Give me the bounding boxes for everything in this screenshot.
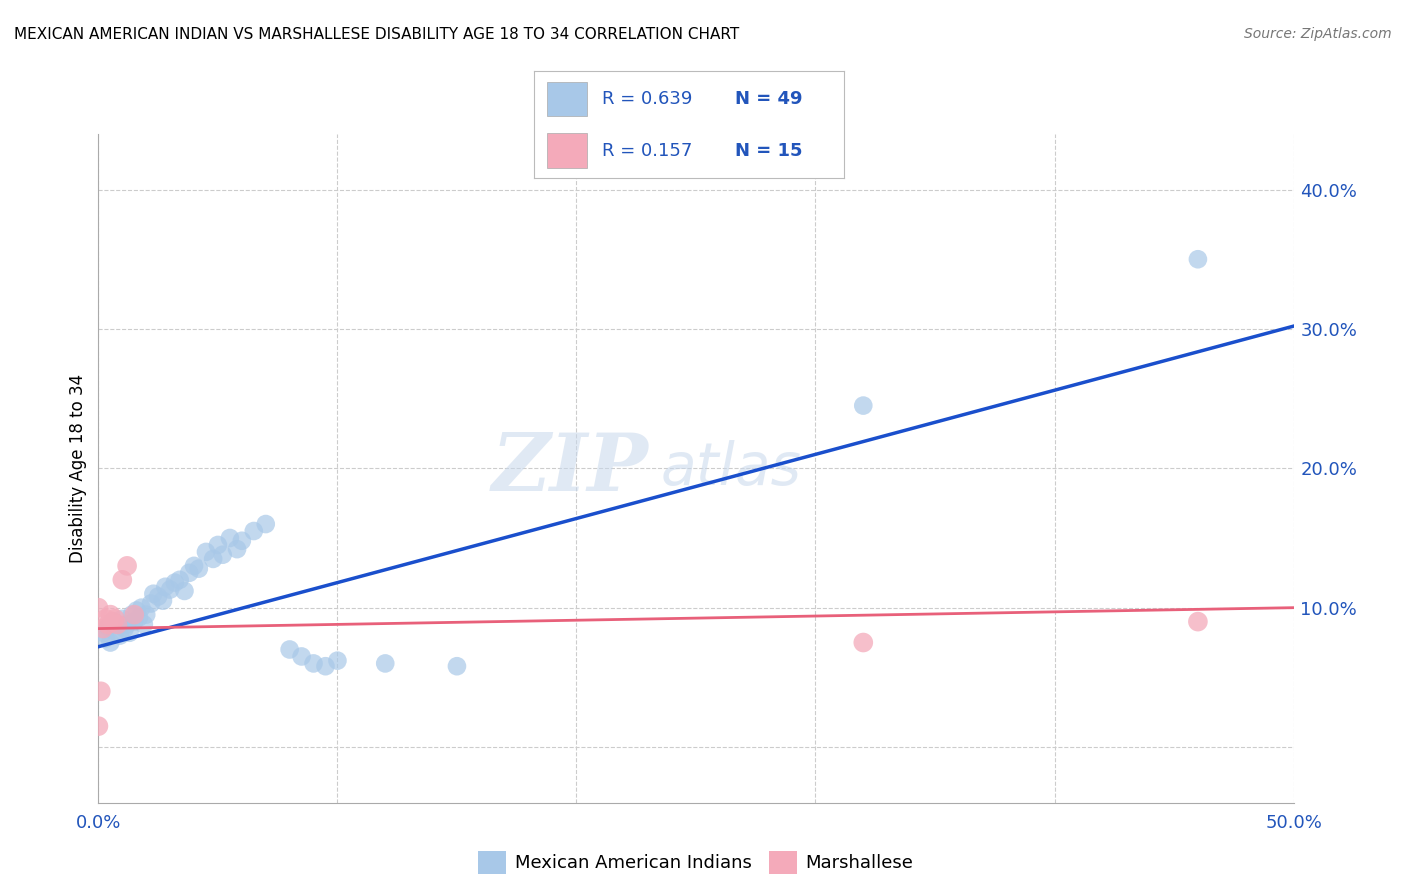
Point (159, 582, 181, 597)
Point (125, 603, 148, 617)
Point (114, 622, 136, 636)
Text: Source: ZipAtlas.com: Source: ZipAtlas.com (1244, 27, 1392, 41)
Point (90, 684, 112, 698)
Point (207, 538, 229, 552)
Point (139, 597, 162, 611)
Point (219, 531, 242, 545)
Point (91, 622, 114, 636)
Point (852, 635, 875, 649)
Text: MEXICAN AMERICAN INDIAN VS MARSHALLESE DISABILITY AGE 18 TO 34 CORRELATION CHART: MEXICAN AMERICAN INDIAN VS MARSHALLESE D… (14, 27, 740, 42)
Point (1187, 615, 1209, 629)
Point (107, 617, 129, 632)
Point (104, 612, 127, 626)
Point (104, 624, 127, 639)
Point (121, 607, 143, 622)
Legend: Mexican American Indians, Marshallese: Mexican American Indians, Marshallese (471, 844, 921, 880)
Text: N = 15: N = 15 (735, 142, 803, 160)
Text: ZIP: ZIP (491, 430, 648, 507)
Point (132, 617, 155, 632)
Point (142, 587, 165, 601)
Point (124, 615, 146, 629)
Point (173, 584, 195, 599)
Point (124, 607, 146, 622)
Point (326, 654, 349, 668)
Point (115, 558, 138, 573)
Point (98, 635, 122, 649)
Point (131, 600, 153, 615)
Point (97, 617, 120, 632)
Point (291, 649, 314, 664)
Point (254, 517, 277, 532)
Point (302, 657, 325, 671)
Point (155, 580, 177, 594)
Y-axis label: Disability Age 18 to 34: Disability Age 18 to 34 (69, 374, 87, 563)
Point (108, 628, 131, 642)
Point (243, 524, 266, 538)
Point (211, 548, 233, 562)
Point (135, 607, 157, 622)
Point (179, 566, 201, 580)
Point (101, 615, 124, 629)
Point (118, 625, 141, 640)
Point (87, 600, 110, 615)
Point (111, 573, 134, 587)
Point (87, 719, 110, 733)
Point (91, 625, 114, 640)
Text: R = 0.639: R = 0.639 (602, 90, 693, 108)
Point (152, 593, 174, 607)
FancyBboxPatch shape (547, 134, 586, 168)
Point (194, 545, 218, 559)
Point (148, 590, 170, 604)
Point (226, 542, 249, 557)
Point (1187, 252, 1209, 267)
Point (183, 558, 205, 573)
Point (107, 617, 129, 632)
Point (374, 657, 396, 671)
Point (97, 620, 120, 634)
Point (101, 615, 124, 629)
FancyBboxPatch shape (547, 82, 586, 116)
Point (94, 632, 117, 646)
Point (128, 610, 150, 624)
Point (202, 552, 225, 566)
Point (231, 533, 253, 548)
Point (852, 399, 875, 413)
Text: atlas: atlas (661, 440, 801, 497)
Point (163, 575, 186, 590)
Point (111, 612, 134, 626)
Text: R = 0.157: R = 0.157 (602, 142, 693, 160)
Point (115, 617, 138, 632)
Point (98, 607, 122, 622)
Point (446, 659, 468, 673)
Point (94, 612, 117, 626)
Point (315, 659, 337, 673)
Point (278, 642, 301, 657)
Point (169, 573, 191, 587)
Point (187, 562, 209, 576)
Text: N = 49: N = 49 (735, 90, 803, 108)
